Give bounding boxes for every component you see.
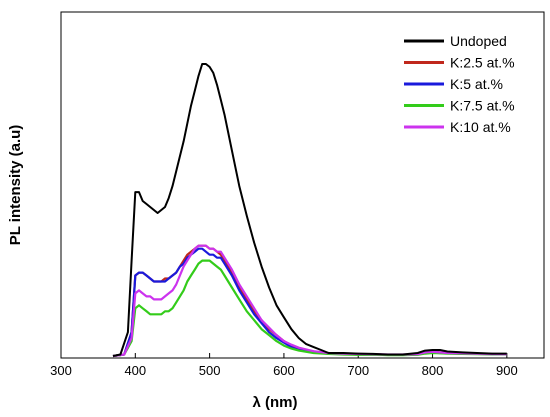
legend-label: K:10 at.% (450, 119, 511, 135)
x-tick-label: 400 (124, 363, 146, 378)
series-line-k-2-5-at (112, 244, 507, 358)
legend-label: Undoped (450, 33, 507, 49)
y-axis-title: PL intensity (a.u) (7, 125, 24, 246)
x-tick-label: 800 (422, 363, 444, 378)
series-layer (112, 63, 507, 358)
x-tick-label: 500 (199, 363, 221, 378)
legend-label: K:2.5 at.% (450, 55, 515, 71)
x-tick-label: 700 (347, 363, 369, 378)
x-tick-label: 300 (50, 363, 72, 378)
series-line-k-10-at (112, 244, 507, 358)
x-tick-label: 600 (273, 363, 295, 378)
series-line-k-5-at (112, 247, 507, 358)
x-axis-title: λ (nm) (253, 394, 298, 411)
plot-frame (60, 11, 545, 359)
x-tick-label: 900 (496, 363, 518, 378)
x-axis-ticks: 300 400 500 600 700 800 900 (50, 353, 518, 378)
legend-label: K:7.5 at.% (450, 98, 515, 114)
series-line-undoped (112, 63, 507, 357)
legend: Undoped K:2.5 at.% K:5 at.% K:7.5 at.% K:10 … (404, 33, 515, 135)
legend-label: K:5 at.% (450, 76, 503, 92)
